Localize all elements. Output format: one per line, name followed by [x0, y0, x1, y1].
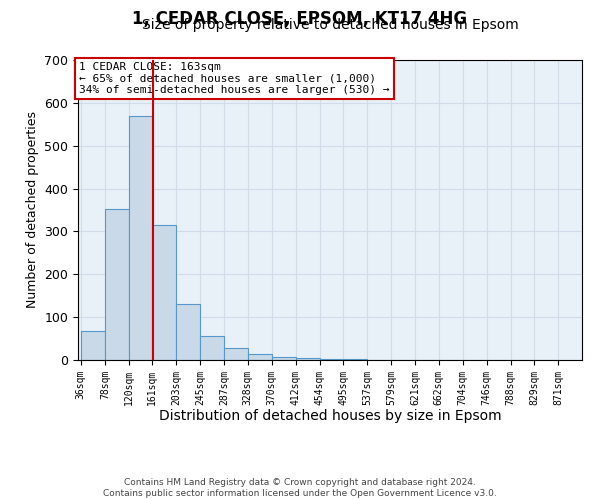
Bar	[105, 209, 129, 360]
Bar	[343, 359, 367, 360]
Bar	[81, 331, 105, 360]
Bar	[248, 354, 272, 360]
Bar	[129, 116, 152, 360]
Text: 1, CEDAR CLOSE, EPSOM, KT17 4HG: 1, CEDAR CLOSE, EPSOM, KT17 4HG	[133, 10, 467, 28]
Bar	[296, 358, 320, 360]
X-axis label: Distribution of detached houses by size in Epsom: Distribution of detached houses by size …	[158, 409, 502, 423]
Bar	[272, 356, 296, 360]
Text: 1 CEDAR CLOSE: 163sqm
← 65% of detached houses are smaller (1,000)
34% of semi-d: 1 CEDAR CLOSE: 163sqm ← 65% of detached …	[79, 62, 389, 96]
Bar	[320, 359, 343, 360]
Text: Contains HM Land Registry data © Crown copyright and database right 2024.
Contai: Contains HM Land Registry data © Crown c…	[103, 478, 497, 498]
Bar	[152, 225, 176, 360]
Y-axis label: Number of detached properties: Number of detached properties	[26, 112, 39, 308]
Title: Size of property relative to detached houses in Epsom: Size of property relative to detached ho…	[142, 18, 518, 32]
Bar	[200, 336, 224, 360]
Bar	[176, 304, 200, 360]
Bar	[224, 348, 248, 360]
